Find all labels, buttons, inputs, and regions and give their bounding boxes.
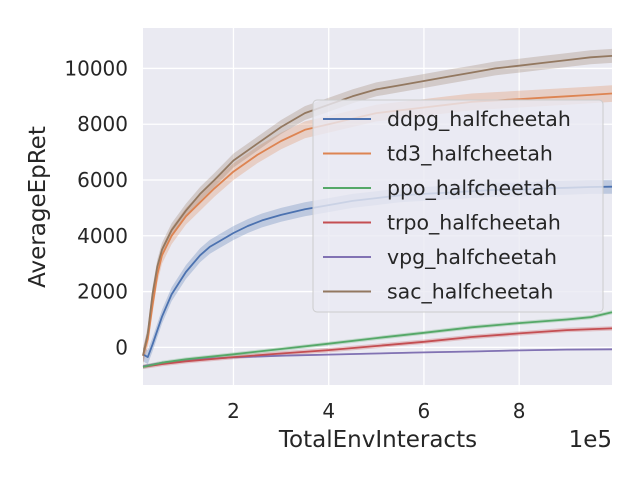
series-band: [143, 326, 612, 370]
x-tick-label: 4: [322, 399, 335, 423]
y-tick-label: 4000: [77, 224, 128, 248]
legend-box: [312, 99, 604, 313]
y-tick-labels: 0 2000 4000 6000 8000 10000: [64, 56, 128, 359]
legend-label: ddpg_halfcheetah: [387, 107, 571, 132]
y-tick-label: 6000: [77, 168, 128, 192]
series-band: [143, 179, 612, 365]
x-tick-label: 6: [418, 399, 431, 423]
y-tick-label: 8000: [77, 112, 128, 136]
legend: ddpg_halfcheetah td3_halfcheetah ppo_halfc…: [312, 99, 604, 313]
x-tick-label: 8: [513, 399, 526, 423]
x-offset-label: 1e5: [569, 427, 612, 453]
legend-label: ppo_halfcheetah: [387, 176, 557, 201]
legend-label: sac_halfcheetah: [387, 280, 553, 305]
series-line: [142, 327, 613, 368]
series-band: [143, 85, 612, 365]
y-tick-label: 10000: [64, 56, 128, 80]
legend-label: vpg_halfcheetah: [387, 245, 557, 270]
watermark: 知乎 @启人zhr: [497, 447, 601, 465]
y-tick-label: 2000: [77, 280, 128, 304]
x-tick-labels: 2 4 6 8: [227, 399, 525, 423]
x-axis-label: TotalEnvInteracts: [278, 427, 477, 453]
x-tick-label: 2: [227, 399, 240, 423]
legend-label: td3_halfcheetah: [387, 142, 553, 167]
y-tick-label: 0: [115, 335, 128, 359]
legend-label: trpo_halfcheetah: [387, 211, 561, 236]
y-axis-label: AverageEpRet: [25, 126, 51, 288]
series-line: [142, 311, 613, 368]
